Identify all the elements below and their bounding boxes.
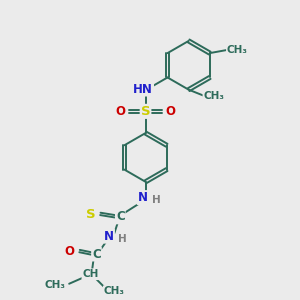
Text: H: H	[118, 234, 127, 244]
Text: S: S	[141, 105, 150, 118]
Text: CH: CH	[82, 269, 99, 279]
Text: N: N	[138, 191, 148, 204]
Text: C: C	[92, 248, 101, 260]
Text: HN: HN	[133, 82, 153, 96]
Text: H: H	[152, 195, 160, 205]
Text: CH₃: CH₃	[44, 280, 65, 290]
Text: O: O	[65, 244, 75, 258]
Text: S: S	[86, 208, 95, 221]
Text: O: O	[166, 105, 176, 118]
Text: N: N	[104, 230, 114, 243]
Text: CH₃: CH₃	[104, 286, 125, 296]
Text: O: O	[116, 105, 126, 118]
Text: CH₃: CH₃	[203, 91, 224, 100]
Text: CH₃: CH₃	[227, 45, 248, 55]
Text: C: C	[116, 210, 125, 224]
